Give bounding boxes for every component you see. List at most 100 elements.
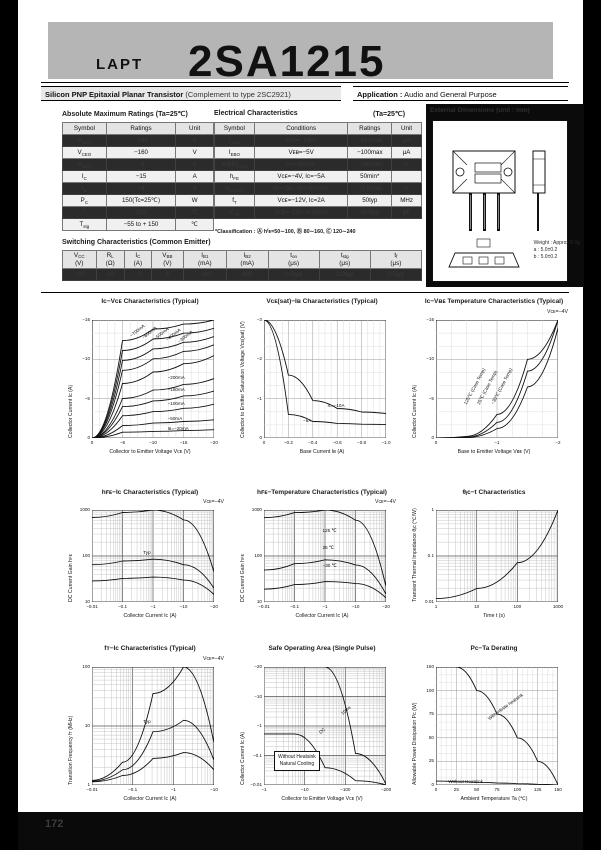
y-tick-label: −10 <box>426 356 434 362</box>
cell-symbol: IC <box>62 170 107 183</box>
top-rule <box>41 82 569 83</box>
x-tick-label: −1 <box>494 440 500 445</box>
curve-label: Typ <box>143 550 151 556</box>
x-axis-label: Collector to Emitter Voltage Vᴄᴇ (V) <box>281 796 363 802</box>
chart-title: hꜰᴇ−Iᴄ Characteristics (Typical) <box>101 489 199 496</box>
absolute-maximum-ratings-table: Symbol Ratings Unit VCBO −160 V VCEO −160 V VEBO −… <box>62 122 214 231</box>
x-tick-label: 100 <box>513 604 522 609</box>
x-tick-label: 1 <box>434 604 438 609</box>
x-tick-label: −0.01 <box>86 604 98 609</box>
cell-symbol: VCEO <box>62 146 107 159</box>
table-row: IB −4 A <box>62 182 214 195</box>
chart-ic-vce: Iᴄ−Vᴄᴇ Characteristics (Typical) 0 −5 −10 −1… <box>62 298 238 473</box>
electrical-characteristics-table: Symbol Conditions Ratings Unit ICBO Vᴄʙ=−160V… <box>214 122 422 219</box>
y-tick-label: −0.1 <box>252 752 262 758</box>
x-tick-label: 50 <box>474 787 480 792</box>
cell-value: 2.0typ <box>318 268 371 281</box>
package-drawing <box>432 120 568 282</box>
x-axis-label: Time t (s) <box>483 613 505 619</box>
curve-label: −100mA <box>167 400 185 406</box>
x-axis-label: Collector Current Iᴄ (A) <box>295 613 349 619</box>
cell-rating: −15 <box>105 170 177 183</box>
brand-label: LAPT <box>96 56 144 73</box>
soa-note-line2: Natural Cooling <box>279 761 315 767</box>
table-header-row: Symbol Conditions Ratings Unit <box>214 122 422 135</box>
column-header: VBB (V) <box>150 250 184 269</box>
column-header: IC (A) <box>123 250 152 269</box>
soa-cooling-note: Without Heatsink Natural Cooling <box>274 751 320 771</box>
y-tick-label: 10 <box>84 723 90 728</box>
x-tick-label: 25 <box>453 787 459 792</box>
column-header: VCC (V) <box>62 250 97 269</box>
cell-unit: pF <box>391 206 422 219</box>
y-tick-label: −15 <box>426 317 434 322</box>
chart-plot-area <box>436 320 558 438</box>
x-tick-label: −10 <box>149 440 157 445</box>
elec-heading-text: Electrical Characteristics <box>214 110 298 117</box>
cell-conditions: Iᴄ=−50mA <box>253 158 349 171</box>
application-value: Audio and General Purpose <box>404 90 497 99</box>
chart-title: θⱼᴄ−t Characteristics <box>462 489 526 496</box>
cell-symbol: Tj <box>62 206 107 219</box>
cell-symbol: ICBO <box>214 134 255 147</box>
table-header-row: Symbol Ratings Unit <box>62 122 214 135</box>
y-axis-label: Transient Thermal Impedance θⱼᴄ (℃/W) <box>412 508 418 602</box>
chart-condition: Vᴄᴇ=−4V <box>203 656 224 662</box>
cell-rating: −1.0max <box>347 182 393 195</box>
cell-symbol: fT <box>214 194 255 207</box>
column-header: Symbol <box>214 122 255 135</box>
y-tick-label: 0.1 <box>427 553 434 558</box>
chart-curve <box>92 378 214 438</box>
chart-curve <box>436 780 558 785</box>
x-tick-label: −1 <box>150 604 156 609</box>
curve-label: Iʙ=−20mA <box>167 426 189 432</box>
curve-label: 125 ℃ <box>322 528 337 534</box>
cell-rating: −160min <box>347 158 393 171</box>
x-axis-label: Collector Current Iᴄ (A) <box>123 796 177 802</box>
package-drawing-panel: External Dimensions (unit : mm) <box>426 104 584 287</box>
cell-value: −30 <box>62 268 97 281</box>
chart-curve <box>264 733 386 785</box>
chart-curve <box>264 320 386 415</box>
cell-unit: V <box>175 146 214 159</box>
chart-curve <box>264 559 386 595</box>
cell-rating: −160 <box>105 146 177 159</box>
cell-rating: −100max <box>347 146 393 159</box>
table-row: fT Vᴄᴇ=−12V, Iᴄ=2A 50typ MHz <box>214 194 422 207</box>
cell-symbol: IEBO <box>214 146 255 159</box>
y-tick-label: −5 <box>428 395 434 401</box>
x-axis-label: Collector to Emitter Voltage Vᴄᴇ (V) <box>109 449 191 455</box>
x-tick-label: −0.1 <box>117 604 128 609</box>
elec-heading-cond: (Ta=25℃) <box>373 111 406 118</box>
abs-max-heading: Absolute Maximum Ratings (Ta=25℃) <box>62 110 188 118</box>
chart-curve <box>436 510 558 600</box>
y-tick-label: 0 <box>431 782 434 787</box>
x-tick-label: −10 <box>351 604 360 609</box>
cell-conditions: Vᴄʙ=−160V <box>253 134 349 147</box>
cell-conditions: Vᴇʙ=−5V <box>253 146 349 159</box>
chart-curve <box>92 429 214 438</box>
chart-curve <box>92 327 214 438</box>
chart-plot-area <box>264 510 386 602</box>
chart-plot-area <box>264 667 386 785</box>
abs-max-heading-text: Absolute Maximum Ratings <box>62 111 154 118</box>
column-header: tf (μs) <box>369 250 423 269</box>
chart-title: Pc−Ta Derating <box>470 645 518 652</box>
table-row: ICBO Vᴄʙ=−160V −100max μA <box>214 134 422 147</box>
switching-characteristics-table: VCC (V) RL (Ω) IC (A) VBB (V) IB1 (mA) IB2 (mA) ton(… <box>62 250 423 281</box>
soa-note-line1: Without Heatsink <box>278 754 316 760</box>
cell-unit: μA <box>391 134 422 147</box>
y-tick-label: −3 <box>256 317 262 322</box>
x-tick-label: −0.8 <box>357 440 367 445</box>
elec-heading: Electrical Characteristics <box>214 110 298 117</box>
chart-curve <box>92 752 214 783</box>
x-tick-label: 100 <box>513 787 522 792</box>
y-tick-label: 100 <box>82 553 90 558</box>
x-axis-label: Ambient Temperature Ta (℃) <box>460 796 528 802</box>
chart-vcesat-ib: Vᴄᴇ(sat)−Iʙ Characteristics (Typical) 0 −0… <box>234 298 410 473</box>
curve-label: Without Heatsink <box>448 778 483 784</box>
cell-value: 400 <box>225 268 269 281</box>
y-axis-label: DC Current Gain hꜰᴇ <box>68 553 74 602</box>
y-axis-label: DC Current Gain hꜰᴇ <box>240 553 246 602</box>
cell-rating: −100max <box>347 134 393 147</box>
